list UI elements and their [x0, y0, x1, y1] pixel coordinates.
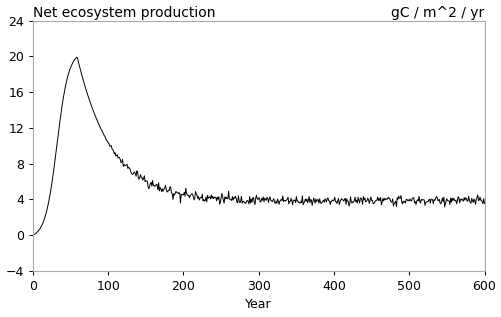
- Text: gC / m^2 / yr: gC / m^2 / yr: [390, 6, 483, 20]
- Text: Net ecosystem production: Net ecosystem production: [33, 6, 215, 20]
- X-axis label: Year: Year: [245, 298, 272, 311]
